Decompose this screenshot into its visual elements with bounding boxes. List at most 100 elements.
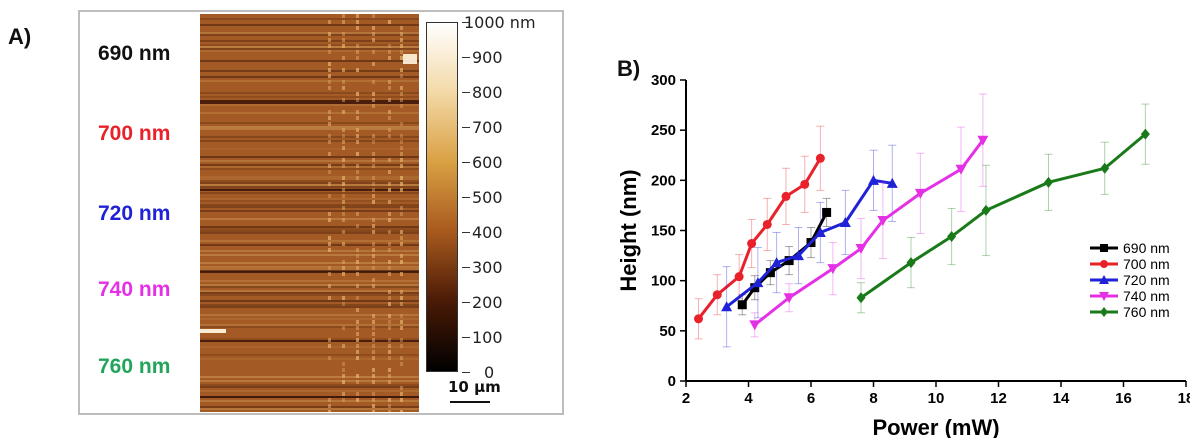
panel-a-letter: A) xyxy=(8,24,32,49)
data-point xyxy=(855,244,867,255)
legend-swatch-marker xyxy=(1099,275,1109,284)
afm-height-image xyxy=(200,14,419,414)
chart-axes: 2 4 6 8 10 12 14 16 18 0 50 100 150 200 250 300 xyxy=(651,72,1190,407)
colorbar-label: 400 xyxy=(472,223,503,242)
y-tick-label: 200 xyxy=(651,172,676,189)
colorbar-tick xyxy=(462,232,470,233)
series-760-nm xyxy=(856,103,1150,314)
data-point xyxy=(914,188,926,199)
data-point xyxy=(822,207,832,217)
data-point xyxy=(783,293,795,304)
x-axis-label: Power (mW) xyxy=(872,415,999,438)
series-740-nm xyxy=(749,93,989,338)
legend-label: 690 nm xyxy=(1123,240,1170,256)
data-point xyxy=(734,272,744,282)
height-colorbar xyxy=(426,22,458,372)
series-720-nm xyxy=(721,144,898,348)
wavelength-label: 720 nm xyxy=(98,202,171,225)
wavelength-label: 740 nm xyxy=(98,278,171,301)
data-point xyxy=(877,215,889,226)
x-tick-label: 4 xyxy=(744,390,753,407)
data-point xyxy=(800,179,810,189)
colorbar-label: 100 xyxy=(472,328,503,347)
legend-swatch-marker xyxy=(1099,292,1109,301)
colorbar-tick xyxy=(462,92,470,93)
data-point xyxy=(750,283,760,293)
afm-image-graphic xyxy=(200,14,419,414)
x-tick-label: 10 xyxy=(928,390,945,407)
colorbar-tick xyxy=(462,127,470,128)
data-point xyxy=(749,320,761,331)
colorbar-tick xyxy=(462,372,470,373)
data-point xyxy=(784,256,794,266)
legend-swatch-marker xyxy=(1100,260,1108,268)
colorbar-label: 700 xyxy=(472,118,503,137)
colorbar-label: 900 xyxy=(472,48,503,67)
colorbar-tick xyxy=(462,22,470,23)
data-point xyxy=(752,277,764,288)
colorbar-label: 0 xyxy=(484,363,495,382)
legend-label: 740 nm xyxy=(1123,288,1170,304)
data-point xyxy=(712,290,722,300)
colorbar-label: 200 xyxy=(472,293,503,312)
x-tick-label: 18 xyxy=(1178,390,1190,407)
legend-label: 700 nm xyxy=(1123,256,1170,272)
x-tick-label: 8 xyxy=(869,390,877,407)
series-line xyxy=(753,139,985,326)
data-point xyxy=(781,191,791,201)
height-vs-power-chart: 2 4 6 8 10 12 14 16 18 0 50 100 150 200 250 300 Power (m… xyxy=(616,72,1190,438)
colorbar-label: 1000 nm xyxy=(464,13,536,32)
y-tick-label: 0 xyxy=(668,373,676,390)
legend-label: 720 nm xyxy=(1123,272,1170,288)
data-point xyxy=(947,231,957,243)
legend-label: 760 nm xyxy=(1123,304,1170,320)
y-tick-label: 300 xyxy=(651,72,676,89)
data-point xyxy=(839,216,851,227)
x-tick-label: 12 xyxy=(990,390,1007,407)
data-point xyxy=(856,292,866,304)
panel-b-letter: B) xyxy=(617,56,641,81)
colorbar-label: 300 xyxy=(472,258,503,277)
data-point xyxy=(981,204,991,216)
x-tick-label: 2 xyxy=(682,390,690,407)
colorbar-tick xyxy=(462,197,470,198)
scale-bar xyxy=(450,401,490,403)
afm-figure-panel: 690 nm 700 nm 720 nm 740 nm 760 nm 1000 nm 90… xyxy=(78,10,564,415)
wavelength-label: 690 nm xyxy=(98,42,171,65)
data-point xyxy=(827,264,839,275)
data-point xyxy=(868,174,879,185)
colorbar-tick xyxy=(462,267,470,268)
data-point xyxy=(886,177,898,188)
series-700-nm xyxy=(694,125,825,340)
colorbar-tick xyxy=(462,57,470,58)
x-tick-label: 6 xyxy=(807,390,815,407)
scale-bar-label: 10 μm xyxy=(448,378,501,396)
data-point xyxy=(814,227,826,238)
data-point xyxy=(1140,128,1150,140)
colorbar-tick xyxy=(462,302,470,303)
x-tick-label: 16 xyxy=(1115,390,1132,407)
data-point xyxy=(721,301,733,312)
data-point xyxy=(1044,176,1053,188)
y-tick-label: 150 xyxy=(651,223,676,240)
data-point xyxy=(765,268,775,278)
data-point xyxy=(747,239,757,249)
series-line xyxy=(725,178,893,308)
legend-swatch-marker xyxy=(1100,307,1108,317)
legend-swatch-marker xyxy=(1100,244,1108,252)
colorbar-label: 600 xyxy=(472,153,503,172)
y-tick-label: 250 xyxy=(651,122,676,139)
y-axis-label: Height (nm) xyxy=(616,169,641,291)
wavelength-label: 760 nm xyxy=(98,355,171,378)
data-point xyxy=(762,219,772,229)
y-tick-label: 100 xyxy=(651,273,676,290)
data-point xyxy=(694,314,703,324)
data-point xyxy=(977,135,989,146)
x-tick-label: 14 xyxy=(1053,390,1070,407)
colorbar-label: 500 xyxy=(472,188,503,207)
wavelength-label: 700 nm xyxy=(98,122,171,145)
data-point xyxy=(737,300,747,310)
data-point xyxy=(771,257,783,268)
data-point xyxy=(793,250,804,261)
